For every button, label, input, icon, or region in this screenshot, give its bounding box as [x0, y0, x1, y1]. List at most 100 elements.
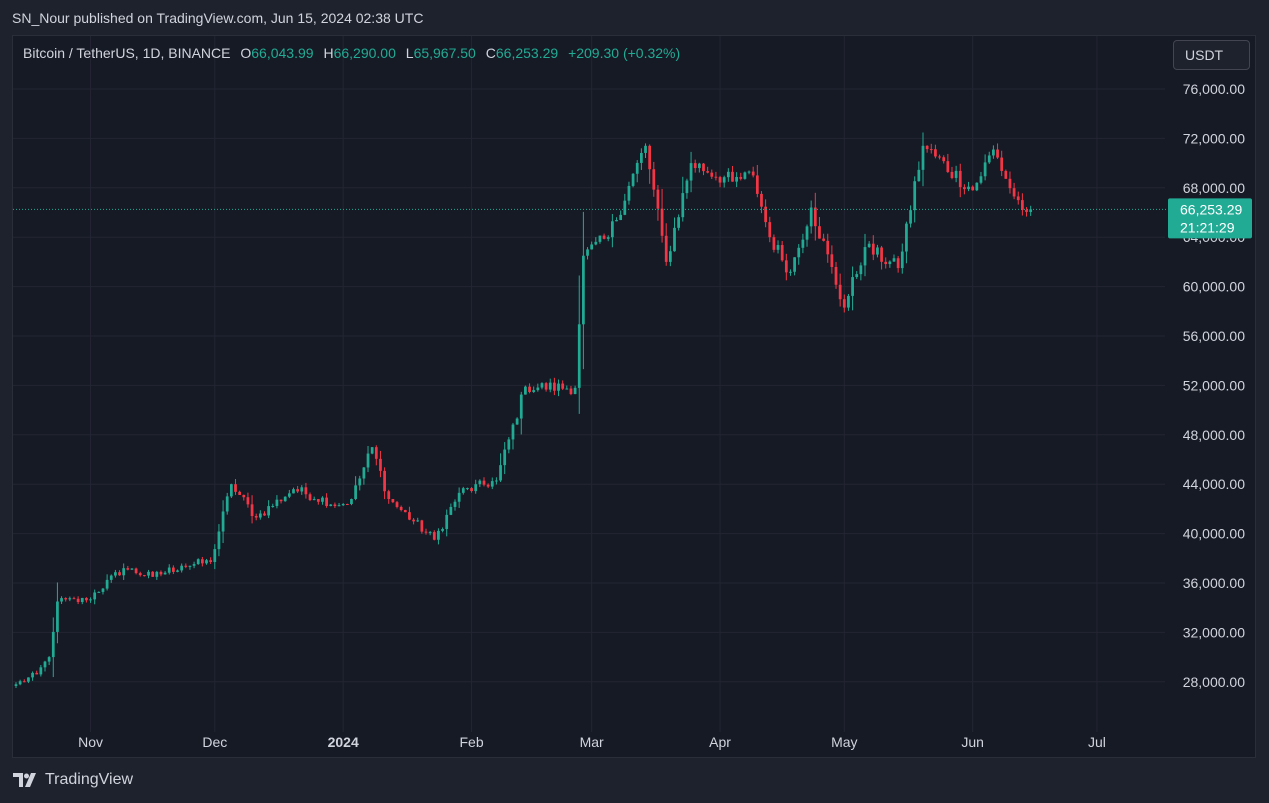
footer-brand[interactable]: TradingView: [13, 771, 133, 789]
candle-body: [329, 504, 333, 507]
candle-body: [184, 565, 188, 567]
candle-body: [1000, 157, 1004, 171]
candle-body: [1025, 209, 1028, 212]
time-tick-label: Apr: [709, 734, 731, 750]
last-price-tag: 66,253.29 21:21:29: [1168, 198, 1252, 239]
candle-body: [362, 467, 366, 479]
price-tick-label: 60,000.00: [1183, 279, 1245, 295]
candle-body: [673, 227, 676, 252]
candle-body: [805, 226, 809, 240]
low-value: 65,967.50: [413, 45, 476, 61]
chart-panel[interactable]: [12, 35, 1256, 758]
candle-body: [896, 258, 900, 269]
candle-body: [689, 163, 693, 181]
candle-body: [917, 169, 921, 182]
candle-body: [283, 496, 287, 502]
candle-body: [975, 182, 979, 191]
candle-body: [196, 559, 200, 565]
time-tick-label: 2024: [328, 734, 359, 750]
candle-body: [118, 572, 121, 576]
candle-body: [341, 503, 345, 506]
candle-body: [172, 567, 175, 572]
candle-body: [499, 465, 502, 481]
candle-body: [64, 598, 68, 600]
candle-body: [478, 480, 482, 485]
candle-body: [85, 597, 88, 601]
candle-body: [263, 513, 266, 516]
candle-body: [900, 251, 904, 269]
candle-body: [540, 383, 544, 388]
candle-body: [739, 176, 743, 179]
candle-body: [557, 383, 560, 391]
symbol-legend[interactable]: Bitcoin / TetherUS, 1D, BINANCE O66,043.…: [23, 45, 680, 61]
candle-body: [1008, 178, 1012, 189]
candle-body: [776, 245, 780, 250]
candle-body: [114, 572, 117, 576]
price-tick-label: 28,000.00: [1183, 674, 1245, 690]
candle-body: [39, 667, 43, 675]
candle-body: [209, 560, 213, 563]
candle-body: [399, 506, 403, 511]
currency-button[interactable]: USDT: [1173, 40, 1250, 70]
candle-body: [876, 247, 879, 255]
candle-body: [524, 386, 527, 395]
price-tick-label: 68,000.00: [1183, 180, 1245, 196]
symbol-name[interactable]: Bitcoin / TetherUS, 1D, BINANCE: [23, 45, 231, 61]
candle-body: [751, 171, 755, 176]
candle-body: [780, 245, 784, 261]
candle-body: [639, 152, 643, 163]
candle-body: [296, 489, 299, 492]
candle-body: [14, 684, 18, 686]
candle-body: [246, 497, 250, 505]
candle-body: [437, 530, 440, 540]
candle-body: [428, 532, 432, 534]
candle-body: [176, 570, 179, 572]
candle-body: [726, 171, 730, 178]
candle-body: [188, 565, 192, 567]
candle-body: [755, 175, 759, 194]
candle-body: [122, 568, 126, 576]
candle-body: [652, 169, 656, 190]
candle-body: [697, 163, 701, 169]
high-value: 66,290.00: [333, 45, 396, 61]
candle-body: [913, 181, 917, 211]
candle-body: [664, 235, 668, 262]
close-label: C: [485, 45, 496, 61]
candle-body: [925, 145, 929, 150]
candle-body: [822, 238, 825, 241]
candle-body: [548, 382, 552, 390]
candle-body: [532, 390, 536, 393]
candle-body: [648, 145, 652, 170]
candle-body: [884, 261, 888, 265]
candle-body: [279, 499, 283, 502]
candle-body: [205, 560, 208, 564]
candle-body: [325, 497, 328, 507]
candle-body: [56, 601, 59, 632]
candle-body: [350, 499, 353, 505]
candle-body: [35, 672, 39, 675]
candle-body: [519, 394, 523, 419]
candle-body: [275, 499, 279, 506]
candle-body: [660, 208, 664, 236]
candle-body: [1029, 209, 1033, 212]
candle-body: [938, 156, 941, 158]
candle-body: [395, 502, 399, 507]
candle-body: [905, 223, 908, 252]
candle-body: [507, 439, 511, 450]
candle-body: [109, 575, 113, 580]
candle-body: [68, 598, 72, 600]
candle-body: [946, 161, 950, 172]
candle-body: [134, 568, 138, 574]
candle-body: [834, 267, 838, 285]
candle-body: [656, 189, 660, 209]
candle-body: [155, 571, 159, 577]
candle-body: [958, 170, 962, 188]
candle-body: [416, 520, 420, 522]
candle-body: [606, 237, 610, 239]
candle-body: [950, 171, 954, 178]
candle-body: [51, 631, 55, 658]
candle-body: [300, 487, 304, 492]
candle-body: [979, 176, 983, 183]
candle-body: [466, 488, 469, 490]
